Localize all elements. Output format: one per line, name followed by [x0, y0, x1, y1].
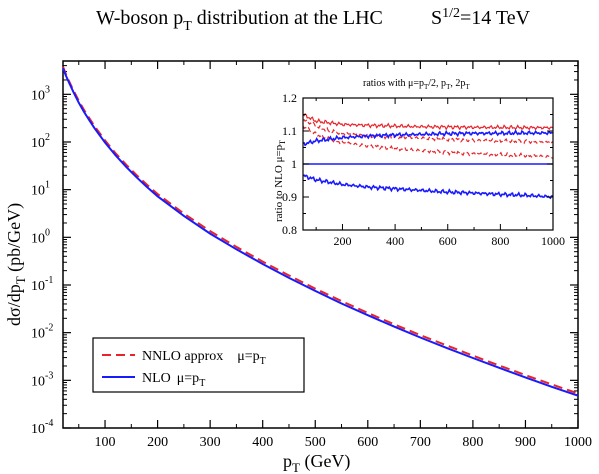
legend-box [92, 337, 305, 393]
inset-axis-ticks [303, 97, 554, 231]
y-tick-label: 100 [31, 227, 50, 246]
inset-y-tick-label: 1.1 [282, 124, 297, 138]
energy-label: S1/2=14 TeV [431, 6, 531, 29]
inset-y-axis-label: ratio to NLO μ=pT [273, 140, 287, 222]
x-tick-label: 1000 [564, 435, 592, 450]
inset-y-tick-label: 0.9 [282, 190, 297, 204]
inset-series-line [302, 125, 553, 159]
inset-x-tick-label: 600 [439, 234, 457, 248]
chart-title: W-boson pT distribution at the LHC [96, 7, 383, 34]
inset-x-tick-label: 1000 [541, 234, 565, 248]
y-tick-label: 101 [31, 180, 50, 199]
x-tick-label: 400 [252, 435, 273, 450]
x-tick-label: 800 [462, 435, 483, 450]
inset-y-tick-label: 0.8 [282, 223, 297, 237]
x-tick-label: 500 [305, 435, 326, 450]
x-tick-label: 900 [515, 435, 536, 450]
inset-x-tick-label: 200 [333, 234, 351, 248]
x-tick-label: 700 [410, 435, 431, 450]
x-tick-label: 200 [147, 435, 168, 450]
y-tick-label: 10-2 [31, 323, 53, 342]
x-tick-label: 100 [95, 435, 116, 450]
y-tick-label: 103 [31, 84, 50, 103]
inset-y-tick-label: 1.2 [282, 91, 297, 105]
y-tick-label: 10-1 [31, 275, 53, 294]
legend-label-nlo: NLO μ=pT [142, 371, 205, 389]
inset-series-line [302, 128, 553, 147]
inset-series-line [302, 174, 553, 200]
y-tick-label: 102 [31, 132, 50, 151]
inset-title: ratios with μ=pT/2, pT, 2pT [363, 78, 470, 91]
series-line-nlo [62, 67, 579, 397]
legend: NNLO approx μ=pT NLO μ=pT [92, 337, 305, 393]
main-y-tick-labels: 10-4 10-3 10-2 10-1 100 101 102 103 [31, 84, 53, 437]
inset-y-tick-labels: 0.8 0.9 1 1.1 1.2 [282, 91, 297, 237]
inset-y-tick-label: 1 [291, 157, 297, 171]
y-axis-label: dσ/dpT (pb/GeV) [4, 203, 28, 326]
y-tick-label: 10-3 [31, 370, 53, 389]
inset-x-tick-label: 400 [386, 234, 404, 248]
main-series-lines [62, 66, 579, 397]
inset-series-lines [302, 112, 553, 200]
main-x-tick-labels: 100 200 300 400 500 600 700 800 900 1000 [95, 435, 592, 450]
legend-label-nnlo: NNLO approx μ=pT [142, 349, 266, 367]
x-tick-label: 600 [357, 435, 378, 450]
inset-series-line [302, 112, 553, 131]
y-tick-label: 10-4 [31, 418, 53, 437]
inset-x-tick-labels: 200 400 600 800 1000 [333, 234, 565, 248]
main-axis-ticks [63, 60, 579, 429]
x-axis-label: pT (GeV) [283, 451, 350, 474]
inset-series-line [302, 118, 553, 145]
x-tick-label: 300 [200, 435, 221, 450]
inset-x-tick-label: 800 [491, 234, 509, 248]
